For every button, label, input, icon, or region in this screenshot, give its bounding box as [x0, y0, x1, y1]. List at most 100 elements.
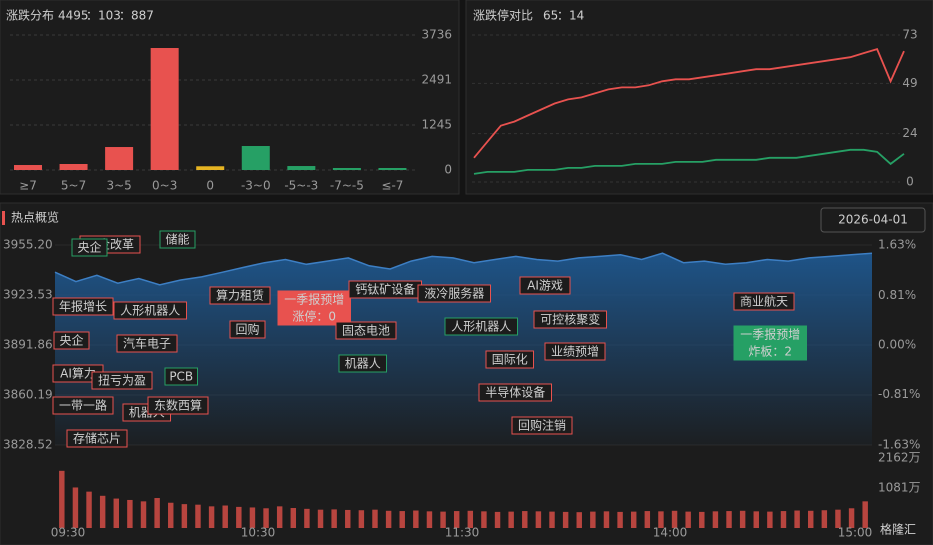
- tag[interactable]: [91, 371, 153, 390]
- volume-bar: [181, 504, 188, 528]
- bar: [378, 168, 407, 170]
- volume-bar: [195, 504, 201, 528]
- volume-bar: [222, 505, 228, 528]
- down-count: 14: [569, 9, 584, 23]
- volume-bar: [72, 487, 79, 528]
- tag[interactable]: [52, 396, 114, 415]
- tag[interactable]: [417, 284, 491, 303]
- volume-bar: [562, 511, 569, 528]
- watermark: 格隆汇: [880, 522, 916, 537]
- line: [473, 48, 905, 159]
- line: [473, 148, 905, 175]
- bar: [241, 146, 270, 170]
- tag[interactable]: [164, 367, 198, 386]
- tag[interactable]: [544, 342, 606, 361]
- volume-bar: [263, 508, 269, 528]
- tag[interactable]: [338, 354, 387, 373]
- bar: [59, 164, 88, 170]
- tag-label: 扭亏为盈: [98, 374, 146, 388]
- volume-bar: [617, 511, 623, 528]
- tag-label: 液冷服务器: [424, 286, 484, 301]
- y-tick-label: 24: [902, 126, 917, 140]
- tag-label: 业绩预增: [551, 345, 599, 359]
- tag[interactable]: [733, 292, 795, 311]
- volume-bar: [481, 511, 487, 528]
- volume-bar: [99, 495, 106, 528]
- tag[interactable]: [229, 320, 266, 339]
- volume-bar: [453, 511, 460, 528]
- bar: [150, 48, 179, 171]
- tag-sub: 涨停：0: [292, 309, 336, 324]
- tag[interactable]: [335, 321, 397, 340]
- volume-bar: [780, 511, 787, 528]
- volume-bar: [59, 470, 65, 528]
- x-tick-label: 14:00: [653, 526, 688, 540]
- tag-label: 固态电池: [342, 324, 390, 338]
- tag[interactable]: [53, 331, 90, 350]
- tag[interactable]: [485, 350, 534, 369]
- volume-bar: [358, 510, 365, 528]
- volume-bar: [821, 510, 828, 528]
- tag[interactable]: [66, 429, 128, 448]
- volume-bar: [685, 511, 691, 528]
- date[interactable]: 2026-04-01: [838, 213, 908, 227]
- volume-bar: [168, 502, 174, 528]
- tag-label: 汽车电子: [123, 336, 171, 351]
- separator: ：: [119, 9, 131, 23]
- y-tick-label: 49: [902, 76, 917, 90]
- tag[interactable]: [444, 317, 518, 336]
- x-tick-label: ≥7: [19, 179, 37, 193]
- tag-label: 机器人: [345, 357, 381, 371]
- volume-bar: [644, 511, 651, 528]
- tag[interactable]: [116, 334, 178, 353]
- volume-bar: [835, 509, 841, 528]
- flat-count: 103: [98, 9, 121, 23]
- up-count: 65: [543, 9, 558, 23]
- volume-bar: [236, 506, 242, 528]
- y-tick-label: 0: [906, 175, 914, 189]
- tag-sub: 炸板：2: [748, 345, 792, 359]
- y-tick-label: 3736: [421, 28, 452, 42]
- panel: [0, 0, 460, 195]
- tag[interactable]: [71, 238, 108, 257]
- tag[interactable]: [733, 325, 807, 361]
- volume-bar: [794, 510, 800, 528]
- tag-label: 储能: [165, 232, 189, 247]
- tag-label: 央企: [59, 333, 83, 348]
- tag[interactable]: [52, 297, 114, 316]
- x-tick-label: 3~5: [106, 179, 131, 193]
- tag-label: 回购: [235, 322, 259, 337]
- volume-bar: [317, 509, 324, 528]
- volume-bar: [372, 509, 378, 528]
- tag-label: 东数西算: [154, 398, 202, 413]
- tag[interactable]: [511, 416, 573, 435]
- tag[interactable]: [159, 230, 196, 249]
- y-tick-label: 73: [902, 28, 917, 42]
- tag[interactable]: [478, 383, 552, 402]
- date-picker[interactable]: [820, 207, 926, 233]
- tag[interactable]: [147, 396, 209, 415]
- x-tick-label: 5~7: [61, 179, 86, 193]
- tag[interactable]: [209, 286, 271, 305]
- volume-bar: [862, 501, 868, 528]
- x-tick-label: -7~-5: [330, 179, 364, 193]
- volume-bar: [208, 506, 215, 528]
- volume-bar: [739, 510, 746, 528]
- tag[interactable]: [113, 301, 187, 320]
- separator: ：: [557, 9, 569, 23]
- panel-title: 热点概览: [11, 210, 59, 225]
- tag-label: AI算力: [60, 366, 96, 381]
- tag[interactable]: [519, 276, 571, 295]
- volume-bar: [467, 510, 474, 528]
- x-tick-label: 0~3: [152, 179, 177, 193]
- x-tick-label: ≤-7: [381, 179, 403, 193]
- volume-bar: [603, 511, 610, 528]
- tag[interactable]: [277, 290, 351, 326]
- tag-label: 一带一路: [59, 398, 107, 413]
- x-tick-label: 11:30: [445, 526, 480, 540]
- y-tick-label: 2491: [421, 72, 452, 86]
- y-tick-label: 1245: [421, 118, 452, 132]
- tag[interactable]: [533, 310, 607, 329]
- volume-bar: [753, 511, 759, 528]
